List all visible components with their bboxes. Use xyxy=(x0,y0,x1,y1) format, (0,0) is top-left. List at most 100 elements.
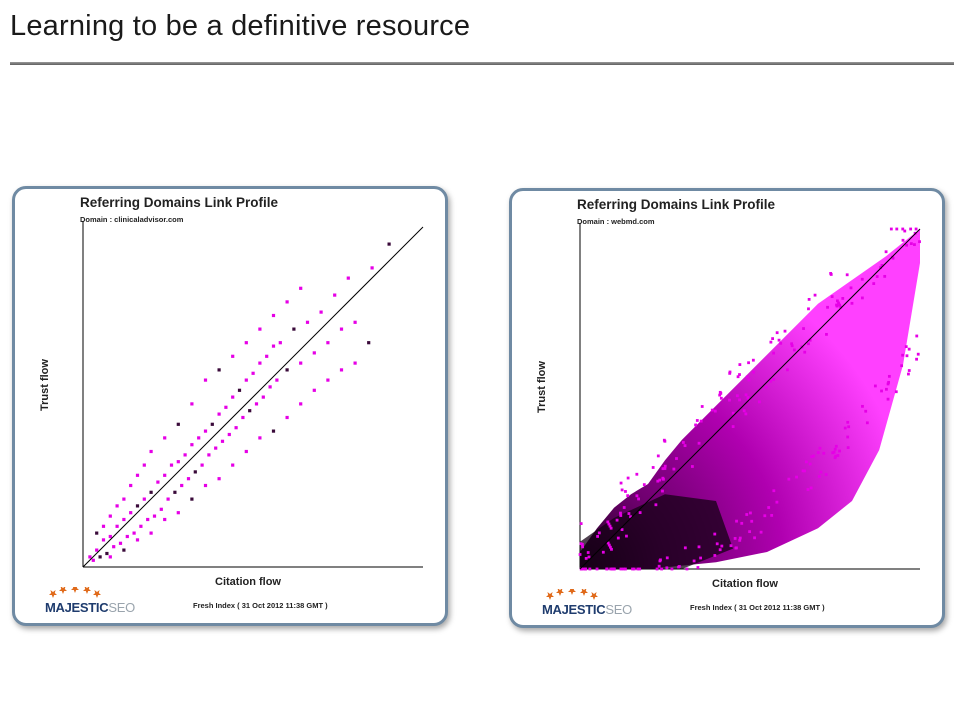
density-speckle xyxy=(663,439,667,443)
density-speckle xyxy=(665,566,669,570)
x-axis-label: Citation flow xyxy=(215,576,281,588)
density-speckle xyxy=(638,511,642,514)
data-point xyxy=(163,473,167,477)
data-point xyxy=(122,548,126,552)
density-speckle xyxy=(683,546,687,550)
data-point xyxy=(91,558,95,562)
density-speckle xyxy=(758,400,761,404)
data-point xyxy=(367,341,371,345)
density-speckle xyxy=(901,238,905,242)
density-speckle xyxy=(745,513,749,516)
density-speckle xyxy=(779,341,783,345)
density-speckle xyxy=(619,567,623,571)
density-speckle xyxy=(595,567,599,571)
density-speckle xyxy=(803,469,806,473)
density-speckle xyxy=(675,457,678,460)
data-point xyxy=(217,477,221,481)
density-speckle xyxy=(907,347,911,351)
density-speckle xyxy=(661,467,665,471)
data-point xyxy=(299,402,303,406)
density-speckle xyxy=(718,393,722,397)
y-axis-label: Trust flow xyxy=(39,359,51,411)
density-speckle xyxy=(826,305,829,309)
data-point xyxy=(186,477,191,481)
density-speckle xyxy=(752,370,755,374)
density-speckle xyxy=(672,467,676,471)
data-point xyxy=(190,402,194,406)
data-point xyxy=(339,368,344,372)
density-speckle xyxy=(887,380,891,384)
density-speckle xyxy=(665,556,669,560)
density-speckle xyxy=(771,337,775,341)
density-speckle xyxy=(775,500,779,504)
data-point xyxy=(149,531,153,535)
density-speckle xyxy=(847,425,851,429)
brand-suffix: SEO xyxy=(605,602,632,617)
data-point xyxy=(244,341,248,345)
data-point xyxy=(122,517,126,522)
x-axis-label: Citation flow xyxy=(712,578,778,590)
data-point xyxy=(234,426,238,430)
data-point xyxy=(88,555,92,559)
data-point xyxy=(237,388,242,392)
density-speckle xyxy=(845,273,849,277)
density-speckle xyxy=(883,274,887,278)
density-speckle xyxy=(728,371,732,375)
density-speckle xyxy=(775,331,779,335)
data-point xyxy=(142,463,146,467)
density-speckle xyxy=(718,548,722,552)
data-point xyxy=(108,555,112,559)
density-speckle xyxy=(790,344,794,348)
data-point xyxy=(118,541,123,545)
density-speckle xyxy=(606,520,610,524)
data-point xyxy=(132,531,136,535)
density-speckle xyxy=(731,411,735,415)
density-speckle xyxy=(891,256,895,260)
density-speckle xyxy=(637,497,640,501)
density-speckle xyxy=(907,369,911,372)
data-point xyxy=(241,415,245,420)
density-speckle xyxy=(880,264,884,267)
density-speckle xyxy=(744,393,748,397)
density-speckle xyxy=(715,542,719,546)
density-speckle xyxy=(873,384,877,388)
data-point xyxy=(176,511,180,515)
density-speckle xyxy=(824,473,828,476)
chart-domain-label: Domain : clinicaladvisor.com xyxy=(80,215,184,224)
data-point xyxy=(370,266,374,270)
data-point xyxy=(353,320,357,324)
data-point xyxy=(101,538,106,542)
density-speckle xyxy=(620,488,624,492)
slide-title: Learning to be a definitive resource xyxy=(10,10,471,42)
density-speckle xyxy=(657,564,661,568)
data-point xyxy=(203,483,208,488)
data-point xyxy=(200,463,204,467)
density-speckle xyxy=(621,567,625,571)
density-speckle xyxy=(609,526,613,530)
y-axis-label: Trust flow xyxy=(536,361,548,413)
density-speckle xyxy=(875,275,879,278)
stars-icon xyxy=(546,589,598,600)
data-point xyxy=(125,534,129,539)
density-speckle xyxy=(767,506,771,509)
density-speckle xyxy=(681,441,685,444)
density-plot xyxy=(578,223,921,571)
density-speckle xyxy=(769,379,772,383)
density-speckle xyxy=(887,374,891,378)
density-speckle xyxy=(728,398,731,402)
data-point xyxy=(346,276,350,280)
density-speckle xyxy=(608,545,612,549)
density-speckle xyxy=(710,408,714,412)
density-speckle xyxy=(864,409,868,413)
density-speckle xyxy=(838,303,842,307)
chart-domain-label: Domain : webmd.com xyxy=(577,217,655,226)
data-point xyxy=(129,511,133,515)
density-speckle xyxy=(670,567,674,571)
density-speckle xyxy=(605,567,609,571)
data-point xyxy=(135,473,140,477)
density-speckle xyxy=(738,538,742,542)
density-speckle xyxy=(751,358,755,362)
chart-title: Referring Domains Link Profile xyxy=(80,195,279,210)
density-speckle xyxy=(629,515,632,519)
density-speckle xyxy=(661,489,664,493)
